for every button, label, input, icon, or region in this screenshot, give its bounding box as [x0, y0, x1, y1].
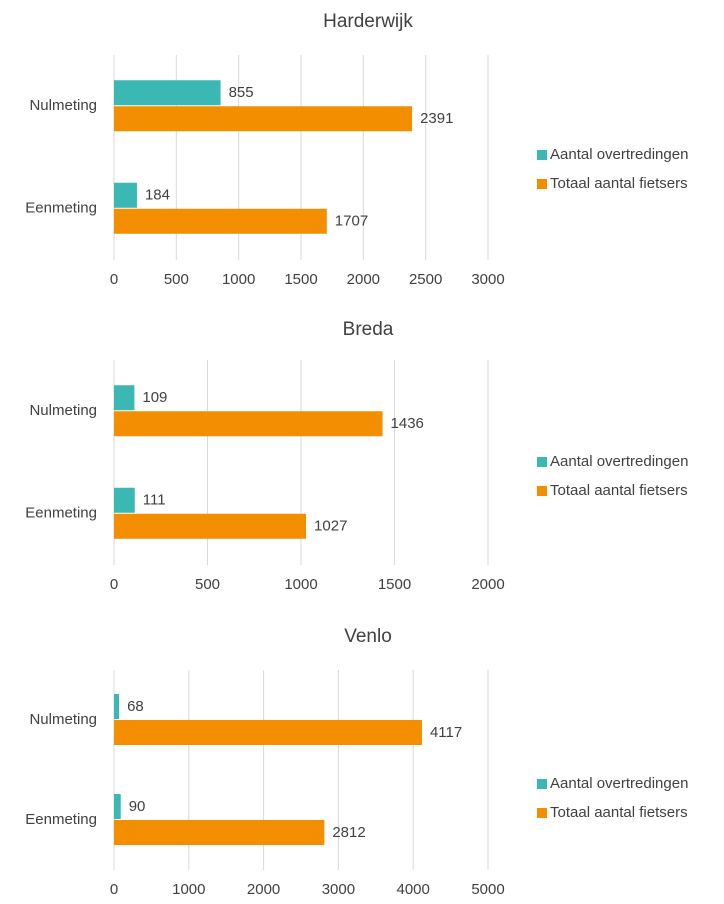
x-tick-label: 1500 [284, 271, 317, 288]
y-tick-label: Eenmeting [25, 200, 97, 217]
x-tick-label: 3000 [322, 881, 355, 898]
data-label: 184 [145, 187, 170, 204]
legend-swatch [537, 808, 547, 818]
data-label: 2812 [332, 824, 365, 841]
data-label: 4117 [430, 724, 462, 741]
bar [114, 794, 121, 819]
x-tick-label: 500 [195, 576, 220, 593]
chart-title: Venlo [344, 626, 392, 647]
bar [114, 106, 413, 132]
data-label: 68 [127, 698, 144, 715]
x-tick-label: 1500 [378, 576, 411, 593]
data-label: 2391 [420, 110, 453, 127]
legend-label: Aantal overtredingen [550, 146, 688, 163]
x-tick-label: 2500 [409, 271, 442, 288]
y-tick-label: Nulmeting [29, 97, 97, 114]
bar [114, 694, 120, 719]
x-tick-label: 0 [110, 881, 118, 898]
bar [114, 385, 135, 411]
legend-label: Totaal aantal fietsers [550, 175, 688, 192]
x-tick-label: 4000 [397, 881, 430, 898]
y-tick-label: Nulmeting [29, 402, 97, 419]
legend-swatch [537, 150, 547, 160]
data-label: 111 [143, 492, 166, 509]
legend-label: Totaal aantal fietsers [550, 482, 688, 499]
bar [114, 487, 135, 513]
x-tick-label: 500 [164, 271, 189, 288]
x-tick-label: 2000 [347, 271, 380, 288]
x-tick-label: 1000 [172, 881, 205, 898]
x-tick-label: 5000 [471, 881, 504, 898]
data-label: 855 [229, 84, 254, 101]
legend-label: Aantal overtredingen [550, 453, 688, 470]
data-label: 109 [142, 389, 167, 406]
x-tick-label: 0 [110, 576, 118, 593]
bar [114, 513, 307, 539]
chart-title: Breda [343, 319, 394, 340]
bar [114, 208, 327, 234]
chart-title: Harderwijk [323, 11, 413, 32]
data-label: 1027 [314, 518, 347, 535]
legend-swatch [537, 486, 547, 496]
legend-swatch [537, 457, 547, 467]
legend-label: Totaal aantal fietsers [550, 804, 688, 821]
bar [114, 720, 422, 745]
data-label: 90 [129, 798, 146, 815]
bar [114, 80, 221, 106]
bar [114, 820, 325, 845]
x-tick-label: 2000 [471, 576, 504, 593]
y-tick-label: Eenmeting [25, 505, 97, 522]
legend-swatch [537, 179, 547, 189]
x-tick-label: 2000 [247, 881, 280, 898]
bar [114, 182, 137, 208]
data-label: 1707 [335, 213, 368, 230]
x-tick-label: 0 [110, 271, 118, 288]
x-tick-label: 1000 [284, 576, 317, 593]
x-tick-label: 3000 [471, 271, 504, 288]
data-label: 1436 [391, 415, 424, 432]
y-tick-label: Eenmeting [25, 811, 97, 828]
bar [114, 411, 383, 437]
x-tick-label: 1000 [222, 271, 255, 288]
y-tick-label: Nulmeting [29, 711, 97, 728]
legend-label: Aantal overtredingen [550, 775, 688, 792]
legend-swatch [537, 779, 547, 789]
